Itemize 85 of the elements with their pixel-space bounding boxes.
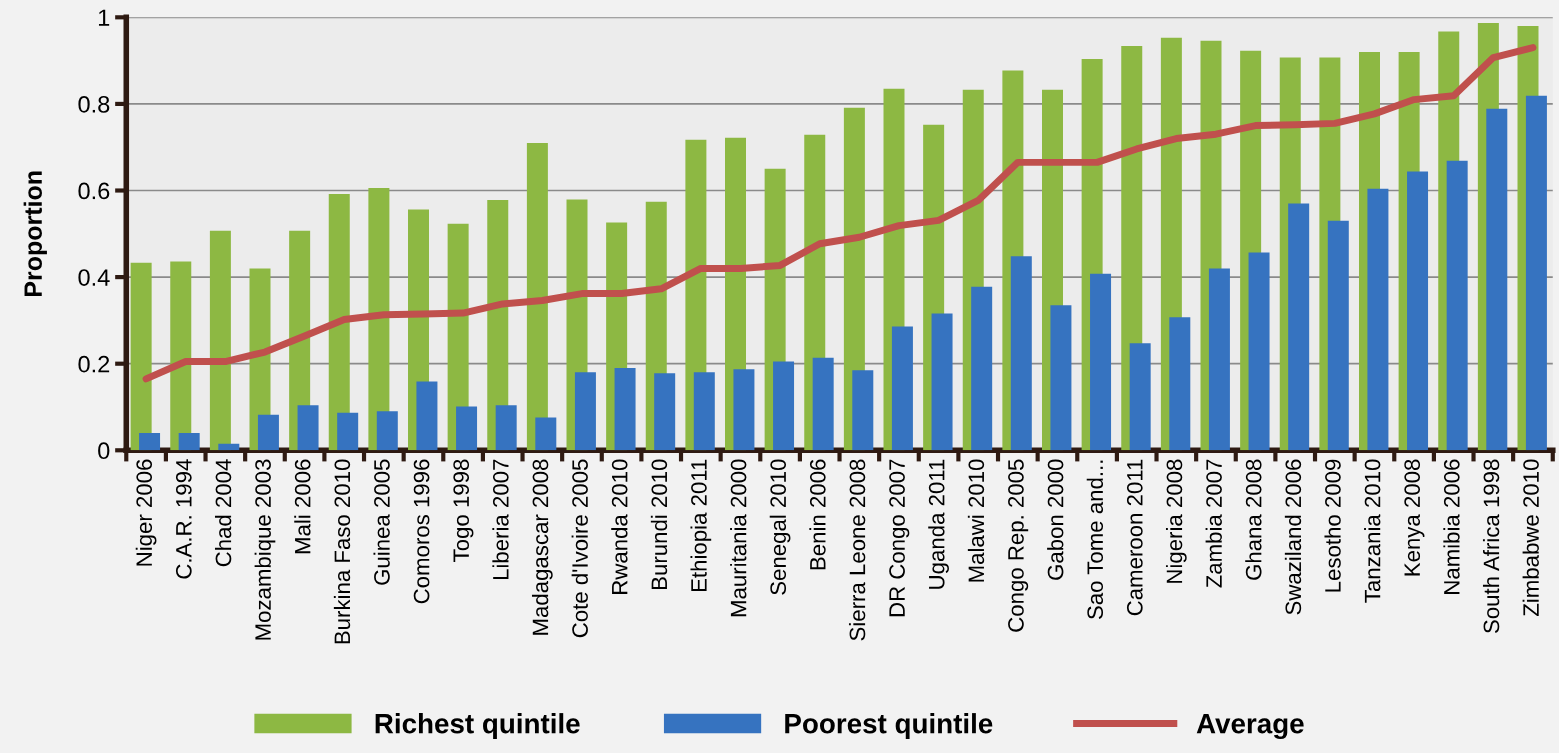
bar: [495, 405, 517, 451]
bar: [209, 230, 231, 451]
x-tick-label: Madagascar 2008: [531, 459, 553, 635]
bar: [1050, 305, 1072, 451]
x-tick-label: C.A.R. 1994: [175, 459, 192, 579]
x-tick-label: Chad 2004: [214, 459, 232, 567]
x-tick-label: Mozambique 2003: [254, 459, 276, 640]
x-tick-label: Nigeria 2008: [1165, 459, 1187, 583]
x-tick-label: Sierra Leone 2008: [848, 459, 866, 641]
bar: [852, 370, 874, 451]
x-tick-label: Lesotho 2009: [1324, 459, 1341, 592]
bar: [891, 326, 913, 451]
bar: [257, 414, 279, 451]
x-tick-label: Gabon 2000: [1047, 459, 1064, 580]
bar: [337, 412, 359, 451]
bar: [416, 381, 438, 451]
x-tick-label: Malawi 2010: [967, 459, 985, 582]
x-tick-label: DR Congo 2007: [889, 459, 910, 617]
legend-label: Average: [1196, 714, 1304, 740]
bar: [1288, 203, 1310, 451]
y-tick-label: 0.4: [78, 269, 110, 286]
x-tick-label: Tanzania 2010: [1364, 459, 1381, 603]
bar: [693, 372, 715, 451]
y-tick-label: 0.2: [78, 355, 110, 373]
bar: [139, 432, 161, 451]
bar: [1446, 160, 1468, 451]
x-tick-label: Namibia 2006: [1443, 459, 1460, 594]
bar: [1010, 256, 1032, 451]
bar: [1525, 95, 1547, 451]
bar: [1129, 343, 1151, 451]
bar: [1407, 171, 1429, 451]
x-tick-label: Burundi 2010: [650, 459, 668, 589]
x-tick-label: Sao Tome and...: [1086, 460, 1104, 620]
bar: [526, 142, 548, 451]
bar: [1248, 252, 1270, 451]
y-axis-title: Proportion: [23, 171, 47, 297]
x-tick-label: Togo 1998: [453, 459, 474, 562]
x-tick-label: South Africa 1998: [1482, 459, 1500, 634]
bar: [773, 361, 795, 451]
bar: [1486, 108, 1508, 451]
x-tick-label: Liberia 2007: [492, 459, 509, 580]
x-tick-label: Senegal 2010: [769, 459, 791, 595]
bar: [1327, 220, 1349, 451]
x-tick-label: Benin 2006: [809, 459, 826, 570]
bar: [1169, 317, 1191, 451]
x-tick-label: Ghana 2008: [1245, 459, 1262, 580]
bar: [931, 313, 953, 451]
x-tick-label: Burkina Faso 2010: [333, 459, 351, 644]
bar: [218, 443, 240, 451]
bar: [376, 411, 398, 451]
bar: [733, 369, 755, 451]
x-tick-label: Niger 2006: [135, 459, 157, 566]
x-tick-label: Mauritania 2000: [730, 459, 747, 617]
bar: [614, 368, 636, 451]
y-tick-label: 0: [98, 442, 110, 460]
x-tick-label: Swaziland 2006: [1284, 459, 1302, 615]
bar: [654, 373, 676, 451]
x-tick-label: Zimbabwe 2010: [1522, 459, 1539, 617]
bar: [1208, 268, 1230, 451]
legend-label: Poorest quintile: [785, 713, 993, 739]
y-tick-label: 1: [98, 9, 110, 26]
x-tick-label: Congo Rep. 2005: [1008, 459, 1029, 632]
y-tick-label: 0.6: [78, 182, 110, 200]
bar: [297, 405, 319, 451]
bar: [170, 261, 192, 451]
bar: [178, 432, 200, 451]
legend-label: Richest quintile: [375, 713, 580, 739]
y-tick-label: 0.8: [78, 95, 110, 113]
bar: [812, 357, 834, 451]
x-tick-label: Comoros 1996: [413, 459, 430, 604]
x-tick-label: Uganda 2011: [928, 459, 949, 589]
x-tick-label: Cameroon 2011: [1126, 459, 1143, 616]
x-tick-label: Zambia 2007: [1205, 459, 1222, 588]
bar: [456, 406, 478, 451]
x-tick-label: Cote d'Ivoire 2005: [571, 459, 588, 638]
bar: [535, 417, 557, 451]
x-tick-label: Kenya 2008: [1404, 459, 1425, 576]
x-tick-label: Rwanda 2010: [611, 459, 628, 594]
bar: [1090, 273, 1112, 451]
x-tick-label: Mali 2006: [294, 459, 311, 554]
bar: [1367, 188, 1389, 451]
x-tick-label: Ethiopia 2011: [690, 459, 712, 592]
bar: [574, 372, 596, 451]
bar: [971, 286, 993, 451]
x-tick-label: Guinea 2005: [373, 459, 390, 585]
